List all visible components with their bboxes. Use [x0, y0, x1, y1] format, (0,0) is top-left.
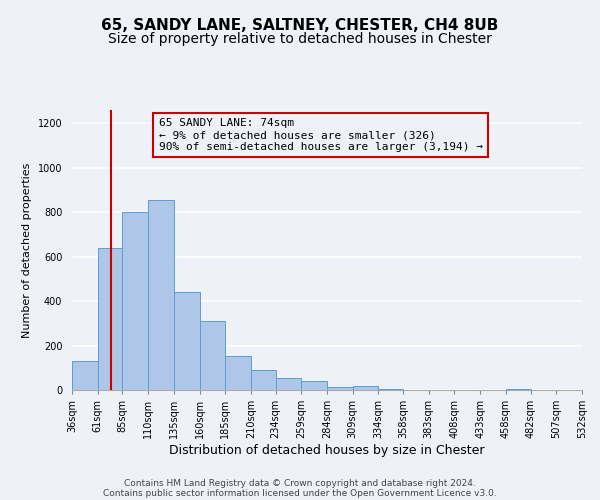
Bar — [379, 389, 403, 390]
Text: Contains HM Land Registry data © Crown copyright and database right 2024.: Contains HM Land Registry data © Crown c… — [124, 478, 476, 488]
Text: 65, SANDY LANE, SALTNEY, CHESTER, CH4 8UB: 65, SANDY LANE, SALTNEY, CHESTER, CH4 8U… — [101, 18, 499, 32]
X-axis label: Distribution of detached houses by size in Chester: Distribution of detached houses by size … — [169, 444, 485, 457]
Bar — [327, 386, 353, 390]
Bar — [301, 381, 327, 390]
Text: 65 SANDY LANE: 74sqm
← 9% of detached houses are smaller (326)
90% of semi-detac: 65 SANDY LANE: 74sqm ← 9% of detached ho… — [158, 118, 482, 152]
Bar — [148, 200, 174, 390]
Bar — [251, 370, 275, 390]
Bar — [275, 378, 301, 390]
Bar — [199, 321, 225, 390]
Text: Size of property relative to detached houses in Chester: Size of property relative to detached ho… — [108, 32, 492, 46]
Bar — [174, 292, 199, 390]
Bar — [98, 248, 122, 390]
Bar — [122, 212, 148, 390]
Bar — [72, 361, 98, 390]
Bar — [506, 389, 530, 390]
Bar — [353, 386, 379, 390]
Bar — [225, 356, 251, 390]
Text: Contains public sector information licensed under the Open Government Licence v3: Contains public sector information licen… — [103, 488, 497, 498]
Y-axis label: Number of detached properties: Number of detached properties — [22, 162, 32, 338]
